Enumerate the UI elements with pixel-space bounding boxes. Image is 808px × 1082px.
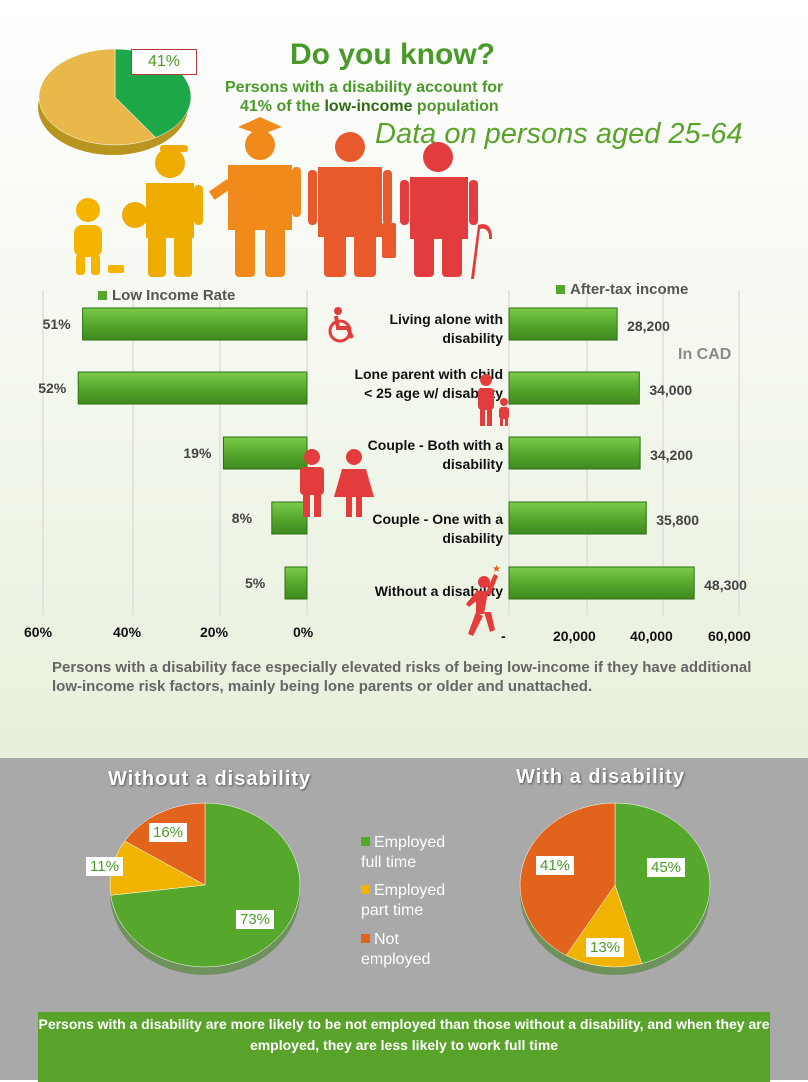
pie2-label-parttime: 13% bbox=[586, 938, 625, 957]
pie-with-disability bbox=[519, 802, 711, 975]
income-bar-0 bbox=[508, 307, 618, 341]
bar-charts bbox=[77, 307, 695, 600]
family-illustration bbox=[74, 117, 492, 279]
category-label-2: Couple - Both with a disability bbox=[367, 437, 503, 472]
parent-child-icon bbox=[478, 374, 509, 426]
left-tick-2: 20% bbox=[200, 624, 229, 640]
footer-note: Persons with a disability are more likel… bbox=[38, 1012, 770, 1082]
low-income-bar-1 bbox=[77, 371, 308, 405]
legend-right: After-tax income bbox=[556, 281, 688, 298]
low-income-label-3: 8% bbox=[231, 510, 253, 526]
pie1-label-parttime: 11% bbox=[86, 857, 123, 876]
senior-icon bbox=[400, 142, 492, 279]
units-note: In CAD bbox=[678, 346, 732, 363]
income-label-2: 34,200 bbox=[650, 447, 693, 463]
right-tick-2: 40,000 bbox=[630, 628, 673, 644]
pie1-label-fulltime: 73% bbox=[236, 910, 275, 929]
pie-title-with: With a disability bbox=[516, 766, 686, 788]
category-label-3: Couple - One with a disability bbox=[372, 511, 503, 546]
income-label-4: 48,300 bbox=[704, 577, 747, 593]
left-tick-3: 0% bbox=[293, 624, 314, 640]
low-income-label-1: 52% bbox=[38, 380, 67, 396]
baby-icon bbox=[74, 198, 124, 275]
right-tick-0: - bbox=[501, 628, 506, 644]
pie2-label-notemployed: 41% bbox=[536, 856, 575, 875]
low-income-label-0: 51% bbox=[42, 316, 71, 332]
category-label-4: Without a disability bbox=[374, 583, 503, 599]
low-income-label-2: 19% bbox=[183, 445, 212, 461]
income-note: Persons with a disability face especiall… bbox=[52, 659, 752, 695]
low-income-bar-0 bbox=[82, 307, 308, 341]
income-label-1: 34,000 bbox=[649, 382, 693, 398]
income-bar-3 bbox=[508, 501, 647, 535]
wheelchair-icon bbox=[328, 307, 354, 343]
pie-title-without: Without a disability bbox=[108, 768, 312, 790]
graduate-icon bbox=[208, 117, 301, 277]
left-tick-1: 40% bbox=[113, 624, 142, 640]
jumping-person-icon: ★ bbox=[466, 564, 501, 636]
page-title: Do you know? bbox=[290, 38, 495, 71]
child-icon bbox=[122, 145, 203, 277]
income-bar-4 bbox=[508, 566, 695, 600]
category-label-1: Lone parent with child < 25 age w/ disabi… bbox=[354, 366, 503, 401]
legend-parttime: Employed part time bbox=[361, 882, 446, 919]
svg-text:★: ★ bbox=[492, 564, 501, 575]
left-tick-0: 60% bbox=[24, 624, 53, 640]
adult-icon bbox=[308, 132, 396, 277]
income-bar-1 bbox=[508, 371, 640, 405]
legend-left: Low Income Rate bbox=[98, 287, 235, 304]
low-income-bar-4 bbox=[284, 566, 308, 600]
legend-fulltime: Employed full time bbox=[361, 834, 446, 871]
low-income-label-4: 5% bbox=[245, 575, 266, 591]
pie-badge: 41% bbox=[131, 49, 197, 75]
pie-slice-0 bbox=[614, 802, 711, 964]
right-tick-3: 60,000 bbox=[708, 628, 751, 644]
subtitle-line1: Persons with a disability account for bbox=[225, 79, 504, 96]
right-tick-1: 20,000 bbox=[553, 628, 596, 644]
pie1-label-notemployed: 16% bbox=[149, 823, 188, 842]
low-income-bar-3 bbox=[271, 501, 308, 535]
pie-slice-1 bbox=[38, 48, 157, 146]
pie-without-disability bbox=[109, 802, 301, 975]
category-label-0: Living alone with disability bbox=[389, 311, 503, 346]
legend-notemployed: Not employed bbox=[361, 931, 431, 968]
income-bar-2 bbox=[508, 436, 641, 470]
couple-icon bbox=[300, 449, 374, 517]
income-label-0: 28,200 bbox=[627, 318, 670, 334]
pie2-label-fulltime: 45% bbox=[647, 858, 686, 877]
pie-slice-2 bbox=[519, 802, 616, 956]
subtitle-line2: 41% of the low-income population bbox=[240, 98, 499, 115]
income-label-3: 35,800 bbox=[656, 512, 700, 528]
